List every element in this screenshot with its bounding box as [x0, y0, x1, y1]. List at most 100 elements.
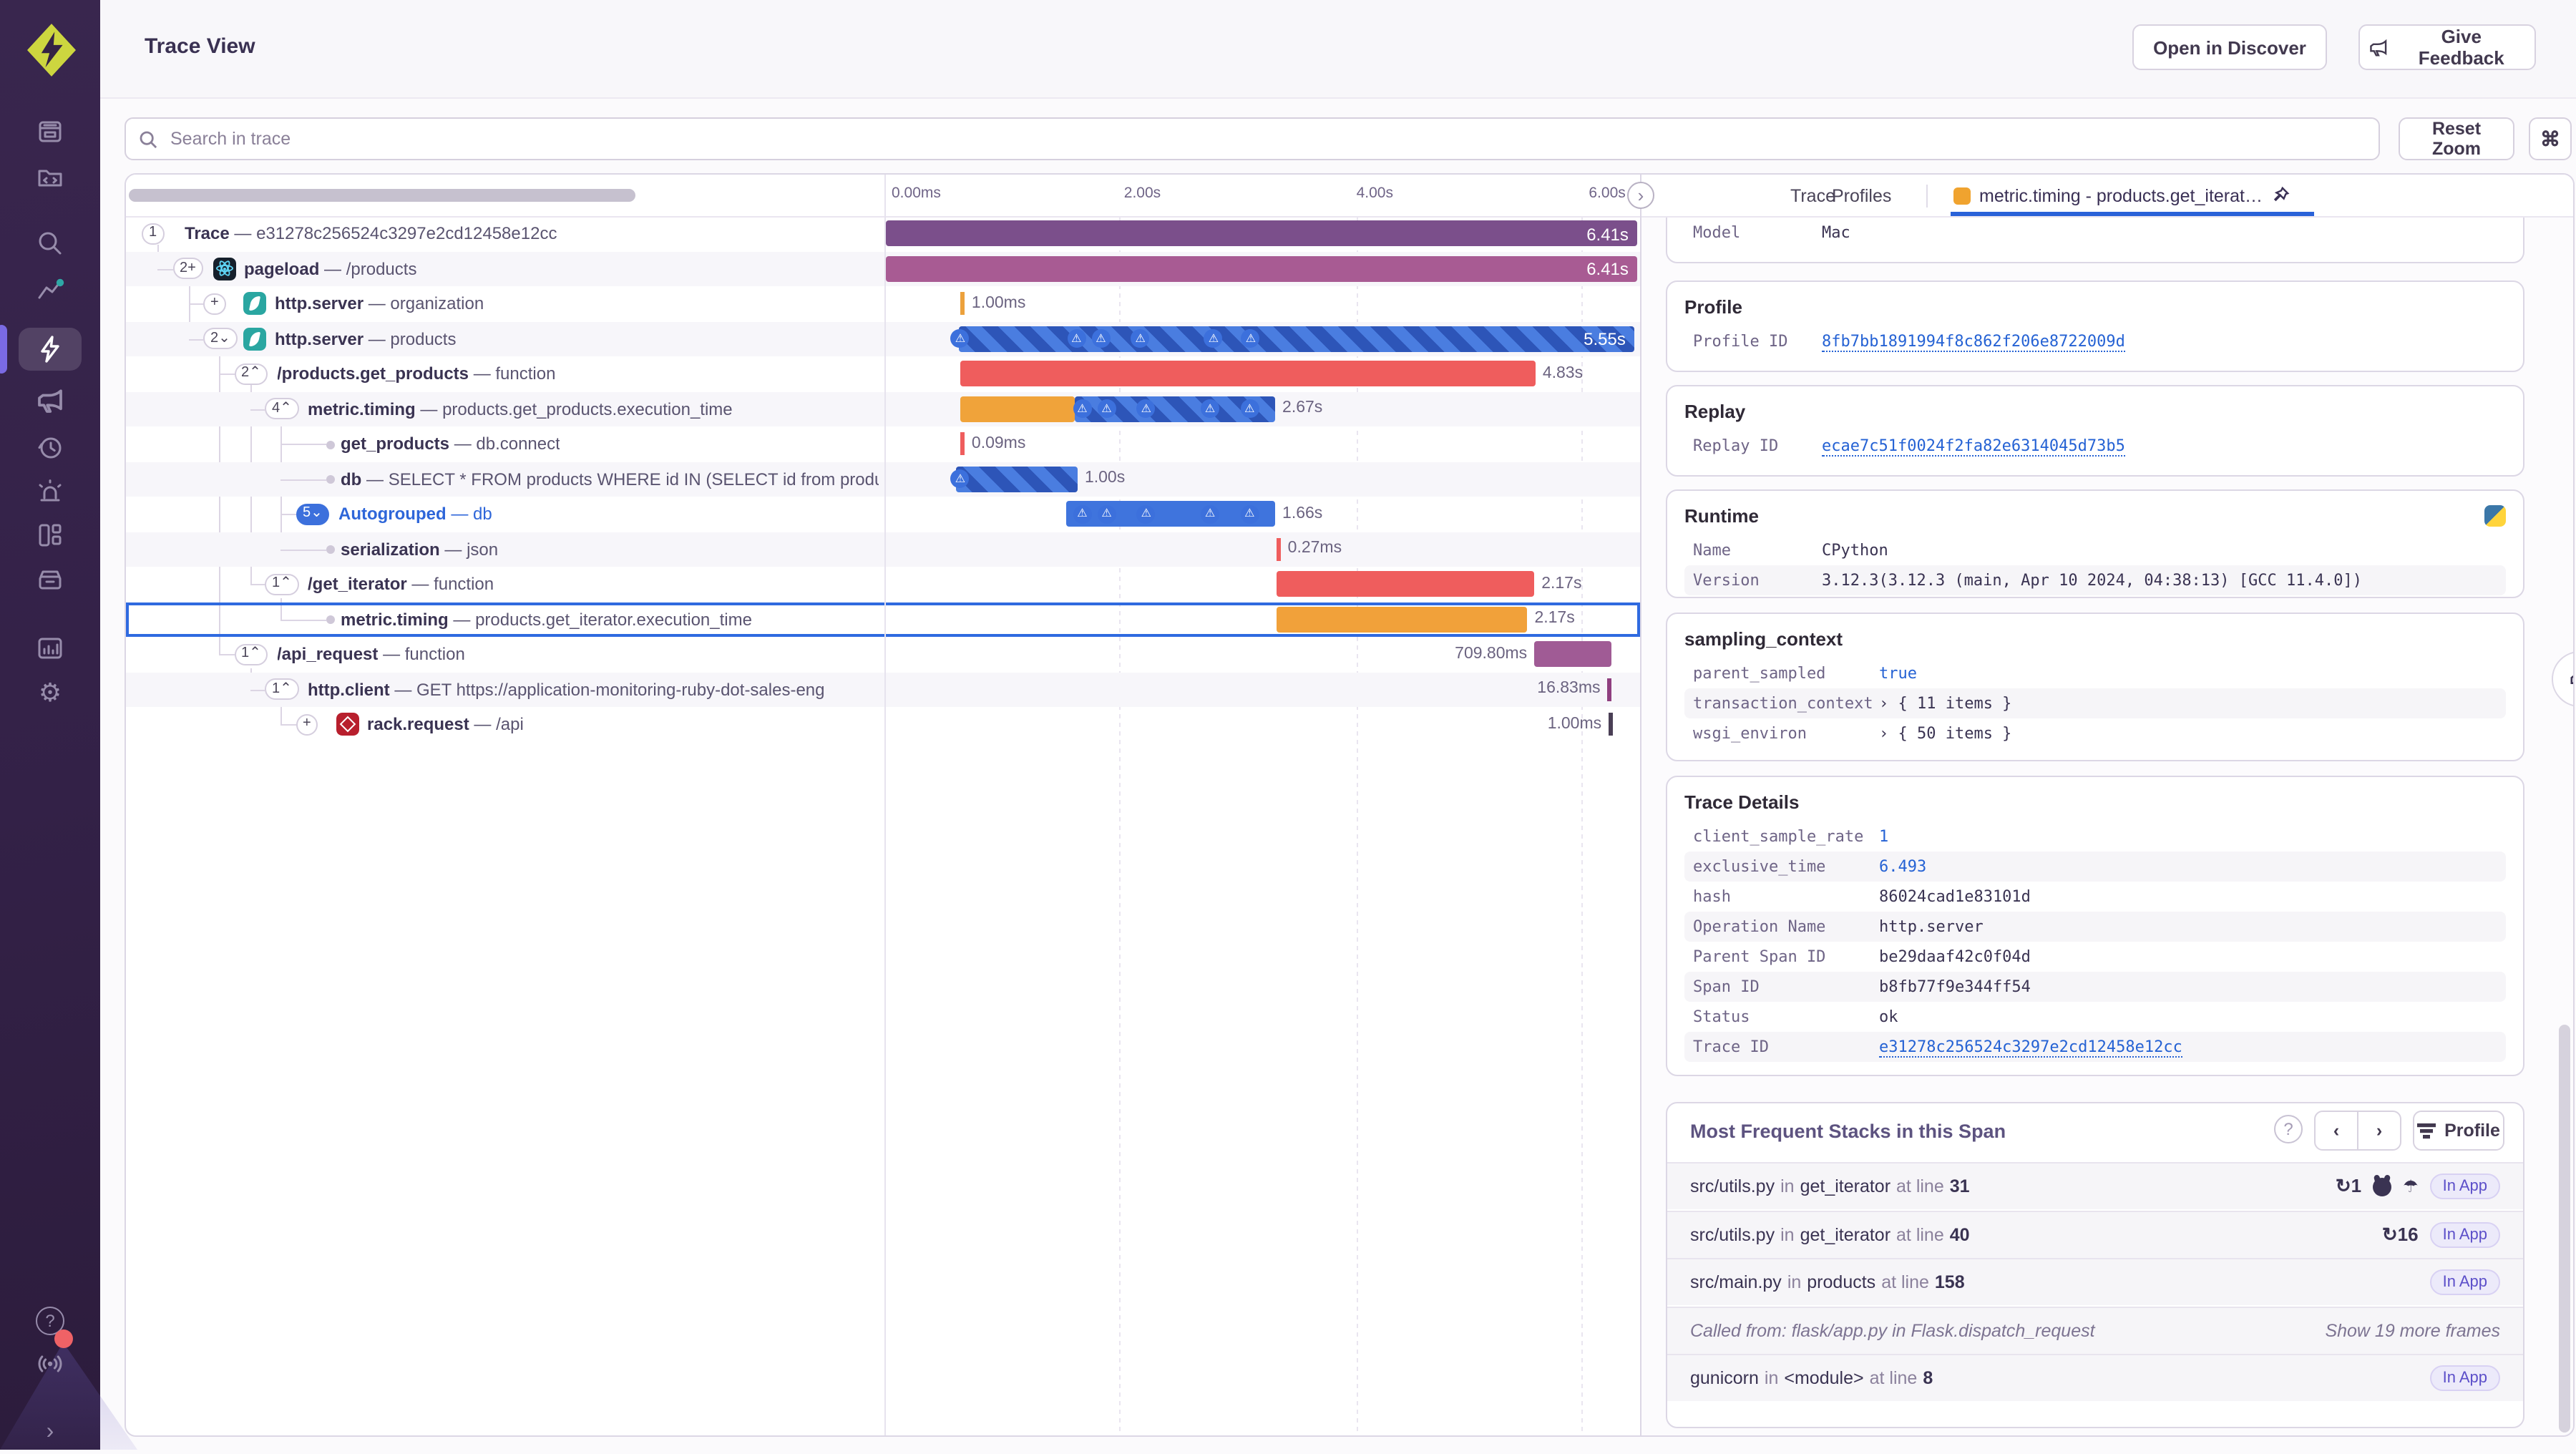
- sentry-logo[interactable]: [27, 23, 76, 77]
- sidebar-item-releases[interactable]: [19, 558, 82, 601]
- show-more-frames-link[interactable]: Show 19 more frames: [2325, 1320, 2500, 1340]
- error-marker-icon[interactable]: ⚠: [1136, 504, 1156, 523]
- sidebar-item-projects[interactable]: [19, 156, 82, 199]
- search-input[interactable]: [167, 127, 2366, 150]
- sidebar-item-stats[interactable]: [19, 627, 82, 670]
- trace-row-http.server[interactable]: + http.server — organization 1.00ms: [126, 286, 1640, 321]
- pin-icon[interactable]: [2271, 186, 2290, 205]
- expand-badge[interactable]: 2⌃: [234, 363, 268, 384]
- span-bar[interactable]: [955, 466, 1078, 492]
- span-bar[interactable]: [958, 326, 1634, 351]
- expand-badge[interactable]: +: [296, 713, 318, 735]
- error-marker-icon[interactable]: ⚠: [1240, 399, 1259, 418]
- error-marker-icon[interactable]: ⚠: [1241, 329, 1260, 348]
- floating-feedback-button[interactable]: [2552, 651, 2573, 707]
- sidebar-item-broadcast[interactable]: [19, 1342, 82, 1385]
- stack-frame-row[interactable]: src/utils.py in get_iterator at line 40 ↻16 In…: [1667, 1210, 2523, 1257]
- sidebar-item-help[interactable]: ?: [19, 1299, 82, 1342]
- span-tick[interactable]: [1609, 713, 1614, 736]
- span-bar[interactable]: [1276, 606, 1528, 632]
- span-tick[interactable]: [1276, 537, 1281, 560]
- expand-badge[interactable]: 1⌃: [265, 678, 299, 700]
- span-bar[interactable]: [1276, 571, 1535, 597]
- error-marker-icon[interactable]: ⚠: [1204, 329, 1223, 348]
- codecov-icon[interactable]: ☂: [2403, 1176, 2419, 1196]
- error-marker-icon[interactable]: ⚠: [1136, 399, 1156, 418]
- expand-badge[interactable]: 1⌃: [234, 643, 268, 665]
- error-marker-icon[interactable]: ⚠: [950, 469, 970, 488]
- search-bar[interactable]: [125, 117, 2380, 160]
- sidebar-item-performance[interactable]: [19, 328, 82, 371]
- error-marker-icon[interactable]: ⚠: [1201, 504, 1220, 523]
- expand-badge[interactable]: 1⌃: [265, 573, 299, 595]
- span-bar[interactable]: [960, 396, 1075, 421]
- profile-button[interactable]: Profile: [2413, 1111, 2504, 1151]
- span-tick[interactable]: [960, 292, 965, 315]
- tab-profiles[interactable]: Profiles: [1832, 185, 1892, 205]
- sidebar-item-issues[interactable]: [19, 110, 82, 153]
- prev-stack-button[interactable]: ‹: [2314, 1111, 2358, 1151]
- error-marker-icon[interactable]: ⚠: [1073, 399, 1092, 418]
- sidebar-item-alerts[interactable]: [19, 471, 82, 514]
- error-marker-icon[interactable]: ⚠: [1240, 504, 1259, 523]
- collapse-panel-icon[interactable]: ›: [1627, 182, 1654, 209]
- minimap-scrollbar[interactable]: [129, 189, 635, 202]
- error-marker-icon[interactable]: ⚠: [1097, 399, 1116, 418]
- reset-zoom-button[interactable]: Reset Zoom: [2399, 117, 2514, 160]
- trace-row-rack.request[interactable]: + rack.request — /api 1.00ms: [126, 707, 1640, 742]
- sidebar-item-settings[interactable]: ⚙: [19, 671, 82, 714]
- help-icon[interactable]: ?: [2274, 1115, 2303, 1143]
- tab-active-metric-timing[interactable]: metric.timing - products.get_iterat…: [1953, 175, 2290, 216]
- trace-row-pageload[interactable]: 2+ pageload — /products 6.41s: [126, 251, 1640, 286]
- panel-scrollbar[interactable]: [2559, 1025, 2570, 1433]
- sidebar-item-explore[interactable]: [19, 222, 82, 265]
- error-marker-icon[interactable]: ⚠: [1091, 329, 1111, 348]
- panel-divider[interactable]: [1640, 175, 1641, 1435]
- sidebar-item-expand[interactable]: ›: [19, 1411, 82, 1454]
- github-icon[interactable]: [2373, 1177, 2392, 1196]
- stack-frame-row[interactable]: Called from: flask/app.py in Flask.dispa…: [1667, 1306, 2523, 1353]
- stack-frame-row[interactable]: gunicorn in <module> at line 8 In App: [1667, 1354, 2523, 1401]
- expand-badge[interactable]: 2⌄: [203, 328, 238, 349]
- detail-value[interactable]: e31278c256524c3297e2cd12458e12cc: [1879, 1037, 2182, 1057]
- span-bar[interactable]: [960, 361, 1536, 386]
- expand-badge[interactable]: 2+: [172, 258, 203, 279]
- stack-frame-row[interactable]: src/main.py in products at line 158 In App: [1667, 1258, 2523, 1305]
- expand-badge[interactable]: 1: [142, 223, 165, 244]
- trace-row-get_products[interactable]: get_products — db.connect 0.09ms: [126, 426, 1640, 462]
- trace-row-/api_request[interactable]: 1⌃ /api_request — function 709.80ms: [126, 637, 1640, 672]
- error-marker-icon[interactable]: ⚠: [1201, 399, 1220, 418]
- trace-row-metric.timing[interactable]: metric.timing — products.get_iterator.ex…: [126, 602, 1640, 637]
- expand-badge[interactable]: 5⌄: [296, 503, 330, 524]
- stack-frame-row[interactable]: src/utils.py in get_iterator at line 31 ↻1 ☂ In…: [1667, 1162, 2523, 1209]
- trace-row-/get_iterator[interactable]: 1⌃ /get_iterator — function 2.17s: [126, 567, 1640, 602]
- trace-row-http.server[interactable]: 2⌄ http.server — products ⚠ ⚠ ⚠ ⚠ ⚠ ⚠ 5.55s: [126, 321, 1640, 356]
- trace-row-http.client[interactable]: 1⌃ http.client — GET https://application-…: [126, 672, 1640, 707]
- span-bar[interactable]: [886, 220, 1637, 246]
- trace-row-/products.get_products[interactable]: 2⌃ /products.get_products — function 4.83s: [126, 356, 1640, 391]
- error-marker-icon[interactable]: ⚠: [1131, 329, 1150, 348]
- error-marker-icon[interactable]: ⚠: [1097, 504, 1116, 523]
- next-stack-button[interactable]: ›: [2357, 1111, 2401, 1151]
- tree-timeline-divider[interactable]: [884, 175, 886, 1435]
- span-bar[interactable]: [886, 255, 1637, 281]
- expand-badge[interactable]: 4⌃: [265, 398, 299, 419]
- give-feedback-button[interactable]: Give Feedback: [2358, 24, 2536, 70]
- span-tick[interactable]: [960, 432, 965, 455]
- span-bar[interactable]: [1534, 641, 1612, 667]
- detail-value[interactable]: ecae7c51f0024f2fa82e6314045d73b5: [1822, 436, 2125, 456]
- error-marker-icon[interactable]: ⚠: [1067, 329, 1086, 348]
- span-tick[interactable]: [1607, 678, 1612, 701]
- sidebar-item-replays[interactable]: [19, 426, 82, 469]
- trace-row-metric.timing[interactable]: 4⌃ metric.timing — products.get_products.…: [126, 391, 1640, 426]
- trace-row-db[interactable]: db — SELECT * FROM products WHERE id IN …: [126, 462, 1640, 497]
- sidebar-item-insights[interactable]: [19, 269, 82, 312]
- trace-row-Autogrouped[interactable]: 5⌄ Autogrouped — db ⚠ ⚠ ⚠ ⚠ ⚠ 1.66s: [126, 497, 1640, 532]
- error-marker-icon[interactable]: ⚠: [1073, 504, 1092, 523]
- error-marker-icon[interactable]: ⚠: [950, 329, 970, 348]
- trace-row-Trace[interactable]: 1 Trace — e31278c256524c3297e2cd12458e12c…: [126, 216, 1640, 251]
- command-key-button[interactable]: ⌘: [2529, 117, 2572, 160]
- sidebar-item-feedback[interactable]: [19, 379, 82, 422]
- open-in-discover-button[interactable]: Open in Discover: [2132, 24, 2327, 70]
- trace-row-serialization[interactable]: serialization — json 0.27ms: [126, 532, 1640, 567]
